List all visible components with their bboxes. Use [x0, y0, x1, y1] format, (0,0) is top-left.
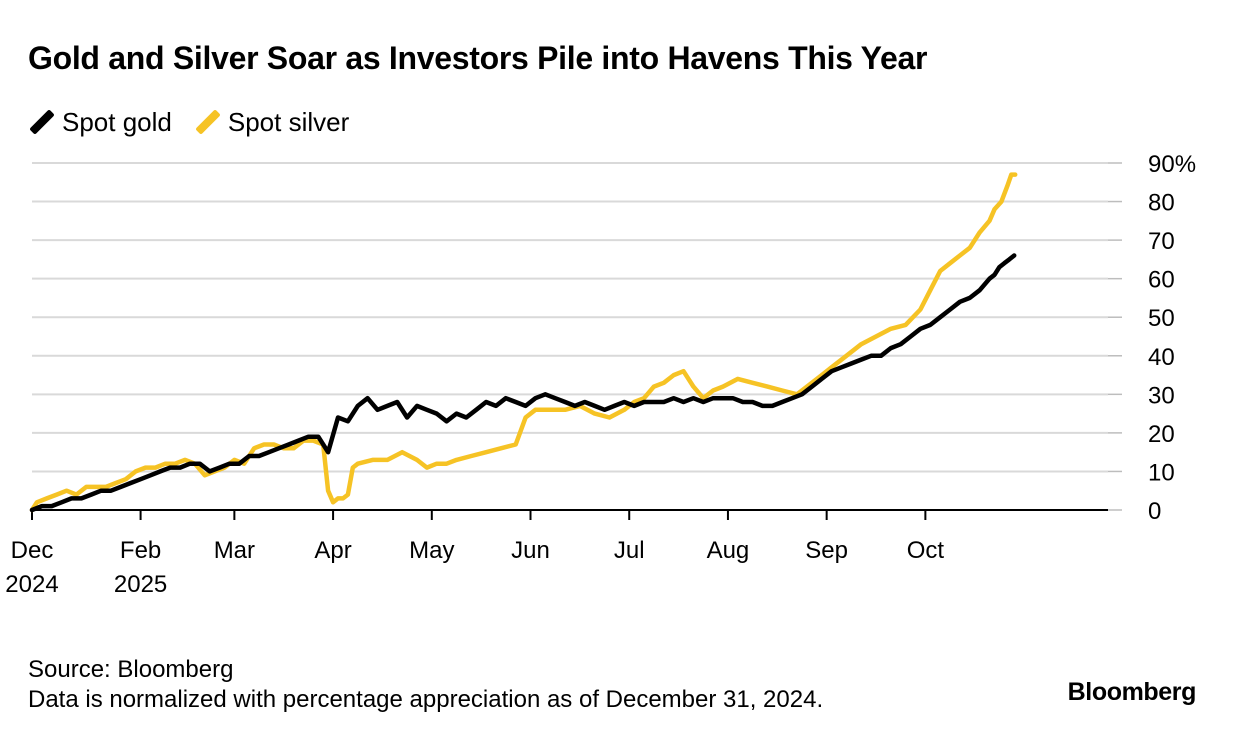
y-tick-label-40: 40 [1148, 344, 1175, 371]
x-tick-label-may: May [409, 537, 454, 564]
x-tick-label-aug: Aug [707, 537, 750, 564]
x-tick-label-jun: Jun [511, 537, 550, 564]
y-tick-label-30: 30 [1148, 382, 1175, 409]
data-note: Data is normalized with percentage appre… [28, 686, 824, 713]
series-line-spot-silver [29, 172, 1018, 513]
x-tick-label-sep: Sep [805, 537, 848, 564]
y-tick-label-90: 90% [1148, 151, 1196, 178]
y-tick-label-60: 60 [1148, 267, 1175, 294]
legend-item-gold: Spot gold [28, 107, 172, 138]
y-tick-label-20: 20 [1148, 421, 1175, 448]
x-tick-label-feb: Feb [120, 537, 161, 564]
x-tick-label-jul: Jul [614, 537, 645, 564]
y-tick-label-70: 70 [1148, 228, 1175, 255]
x-tick-label-mar: Mar [214, 537, 255, 564]
x-tick-label-apr: Apr [314, 537, 351, 564]
line-chart: 0 10 20 30 40 50 60 70 80 90% Dec 2024 Feb 2025 Mar Apr… [5, 151, 1196, 598]
chart-title: Gold and Silver Soar as Investors Pile i… [28, 40, 928, 76]
x-tick-year-2024: 2024 [5, 571, 58, 598]
y-tick-label-50: 50 [1148, 305, 1175, 332]
source-note: Source: Bloomberg [28, 656, 234, 683]
legend-item-silver: Spot silver [194, 107, 349, 138]
legend: Spot gold Spot silver [28, 104, 371, 140]
series-line-spot-gold [29, 253, 1017, 513]
legend-label-silver: Spot silver [227, 106, 350, 137]
y-tick-label-10: 10 [1148, 459, 1175, 486]
bloomberg-logo: Bloomberg [1067, 678, 1197, 706]
x-tick-label-oct: Oct [907, 537, 945, 564]
x-tick-year-2025: 2025 [114, 571, 167, 598]
x-tick-label-dec: Dec [11, 537, 54, 564]
legend-label-gold: Spot gold [62, 106, 172, 137]
y-tick-label-80: 80 [1148, 190, 1175, 217]
y-tick-label-0: 0 [1148, 498, 1161, 525]
